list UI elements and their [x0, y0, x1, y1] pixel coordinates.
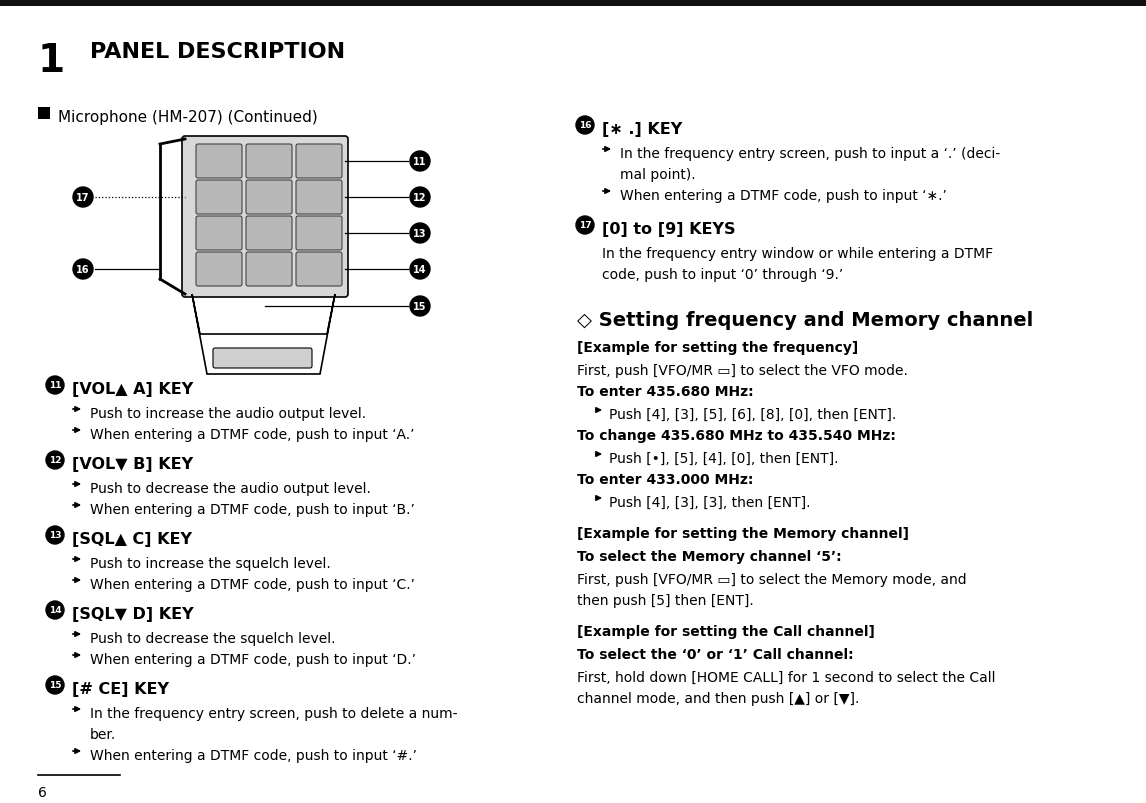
FancyBboxPatch shape	[296, 253, 342, 287]
Text: When entering a DTMF code, push to input ‘A.’: When entering a DTMF code, push to input…	[91, 427, 415, 442]
Text: 12: 12	[49, 456, 61, 465]
Bar	[0, 0, 1146, 7]
Circle shape	[46, 451, 64, 470]
Text: 11: 11	[49, 381, 61, 390]
FancyBboxPatch shape	[196, 217, 242, 251]
Text: 15: 15	[414, 302, 426, 312]
Text: Push [4], [3], [5], [6], [8], [0], then [ENT].: Push [4], [3], [5], [6], [8], [0], then …	[609, 407, 896, 422]
Text: 13: 13	[414, 229, 426, 238]
FancyBboxPatch shape	[296, 181, 342, 214]
Text: Push to increase the audio output level.: Push to increase the audio output level.	[91, 406, 366, 421]
Text: 14: 14	[414, 265, 426, 275]
FancyBboxPatch shape	[196, 181, 242, 214]
Text: 17: 17	[579, 221, 591, 230]
Text: 14: 14	[48, 605, 62, 615]
Circle shape	[46, 377, 64, 394]
Text: To select the Memory channel ‘5’:: To select the Memory channel ‘5’:	[576, 549, 841, 563]
Polygon shape	[193, 295, 335, 374]
FancyBboxPatch shape	[196, 145, 242, 179]
Text: To change 435.680 MHz to 435.540 MHz:: To change 435.680 MHz to 435.540 MHz:	[576, 429, 896, 442]
Circle shape	[410, 259, 430, 279]
Circle shape	[73, 259, 93, 279]
Text: [∗ .] KEY: [∗ .] KEY	[602, 122, 682, 137]
Text: ◇ Setting frequency and Memory channel: ◇ Setting frequency and Memory channel	[576, 311, 1034, 329]
Text: channel mode, and then push [▲] or [▼].: channel mode, and then push [▲] or [▼].	[576, 691, 860, 705]
Circle shape	[576, 217, 594, 234]
Text: 12: 12	[414, 193, 426, 202]
Text: In the frequency entry screen, push to input a ‘.’ (deci-: In the frequency entry screen, push to i…	[620, 147, 1000, 161]
Circle shape	[410, 152, 430, 172]
Text: 16: 16	[579, 121, 591, 130]
Text: Push [•], [5], [4], [0], then [ENT].: Push [•], [5], [4], [0], then [ENT].	[609, 451, 839, 466]
Text: [Example for setting the Memory channel]: [Example for setting the Memory channel]	[576, 526, 909, 540]
Text: [VOL▼ B] KEY: [VOL▼ B] KEY	[72, 456, 194, 471]
Text: ber.: ber.	[91, 727, 116, 741]
FancyBboxPatch shape	[296, 217, 342, 251]
Text: In the frequency entry window or while entering a DTMF: In the frequency entry window or while e…	[602, 247, 994, 261]
Text: [# CE] KEY: [# CE] KEY	[72, 681, 168, 696]
Text: In the frequency entry screen, push to delete a num-: In the frequency entry screen, push to d…	[91, 706, 457, 720]
FancyBboxPatch shape	[246, 217, 292, 251]
Text: When entering a DTMF code, push to input ‘#.’: When entering a DTMF code, push to input…	[91, 748, 417, 762]
Text: Push to increase the squelch level.: Push to increase the squelch level.	[91, 556, 331, 570]
Circle shape	[46, 526, 64, 544]
FancyBboxPatch shape	[296, 145, 342, 179]
Text: then push [5] then [ENT].: then push [5] then [ENT].	[576, 593, 754, 607]
Text: code, push to input ‘0’ through ‘9.’: code, push to input ‘0’ through ‘9.’	[602, 267, 843, 282]
Text: 16: 16	[77, 265, 89, 275]
Text: Push to decrease the audio output level.: Push to decrease the audio output level.	[91, 482, 371, 495]
Text: [0] to [9] KEYS: [0] to [9] KEYS	[602, 222, 736, 237]
FancyBboxPatch shape	[246, 145, 292, 179]
Text: When entering a DTMF code, push to input ‘B.’: When entering a DTMF code, push to input…	[91, 503, 415, 516]
Text: [Example for setting the Call channel]: [Example for setting the Call channel]	[576, 624, 874, 638]
FancyBboxPatch shape	[213, 349, 312, 369]
Text: Push to decrease the squelch level.: Push to decrease the squelch level.	[91, 631, 336, 645]
Text: To select the ‘0’ or ‘1’ Call channel:: To select the ‘0’ or ‘1’ Call channel:	[576, 647, 854, 661]
Text: First, push [VFO/MR ▭] to select the VFO mode.: First, push [VFO/MR ▭] to select the VFO…	[576, 364, 908, 377]
Text: First, hold down [HOME CALL] for 1 second to select the Call: First, hold down [HOME CALL] for 1 secon…	[576, 671, 996, 684]
Circle shape	[73, 188, 93, 208]
Text: 15: 15	[49, 681, 61, 690]
Text: [Example for setting the frequency]: [Example for setting the frequency]	[576, 340, 858, 355]
FancyBboxPatch shape	[246, 181, 292, 214]
Circle shape	[410, 188, 430, 208]
Text: Push [4], [3], [3], then [ENT].: Push [4], [3], [3], then [ENT].	[609, 495, 810, 509]
Circle shape	[410, 296, 430, 316]
Bar	[38, 108, 50, 120]
Circle shape	[46, 676, 64, 694]
Circle shape	[576, 117, 594, 135]
Text: When entering a DTMF code, push to input ‘∗.’: When entering a DTMF code, push to input…	[620, 189, 947, 202]
Text: 1: 1	[38, 42, 65, 80]
Text: [VOL▲ A] KEY: [VOL▲ A] KEY	[72, 381, 194, 397]
Text: [SQL▼ D] KEY: [SQL▼ D] KEY	[72, 606, 194, 622]
Text: mal point).: mal point).	[620, 168, 696, 181]
Text: 13: 13	[49, 531, 61, 540]
Text: 6: 6	[38, 785, 47, 799]
Text: When entering a DTMF code, push to input ‘D.’: When entering a DTMF code, push to input…	[91, 652, 416, 666]
Text: PANEL DESCRIPTION: PANEL DESCRIPTION	[91, 42, 345, 62]
Circle shape	[410, 224, 430, 243]
Text: 17: 17	[77, 193, 89, 202]
FancyBboxPatch shape	[246, 253, 292, 287]
FancyBboxPatch shape	[182, 137, 348, 298]
Text: First, push [VFO/MR ▭] to select the Memory mode, and: First, push [VFO/MR ▭] to select the Mem…	[576, 573, 966, 586]
Text: When entering a DTMF code, push to input ‘C.’: When entering a DTMF code, push to input…	[91, 577, 415, 591]
Text: To enter 433.000 MHz:: To enter 433.000 MHz:	[576, 472, 753, 487]
Text: [SQL▲ C] KEY: [SQL▲ C] KEY	[72, 532, 193, 546]
Text: To enter 435.680 MHz:: To enter 435.680 MHz:	[576, 385, 754, 398]
Text: Microphone (HM-207) (Continued): Microphone (HM-207) (Continued)	[58, 110, 317, 124]
Circle shape	[46, 601, 64, 619]
Text: 11: 11	[414, 157, 426, 167]
FancyBboxPatch shape	[196, 253, 242, 287]
